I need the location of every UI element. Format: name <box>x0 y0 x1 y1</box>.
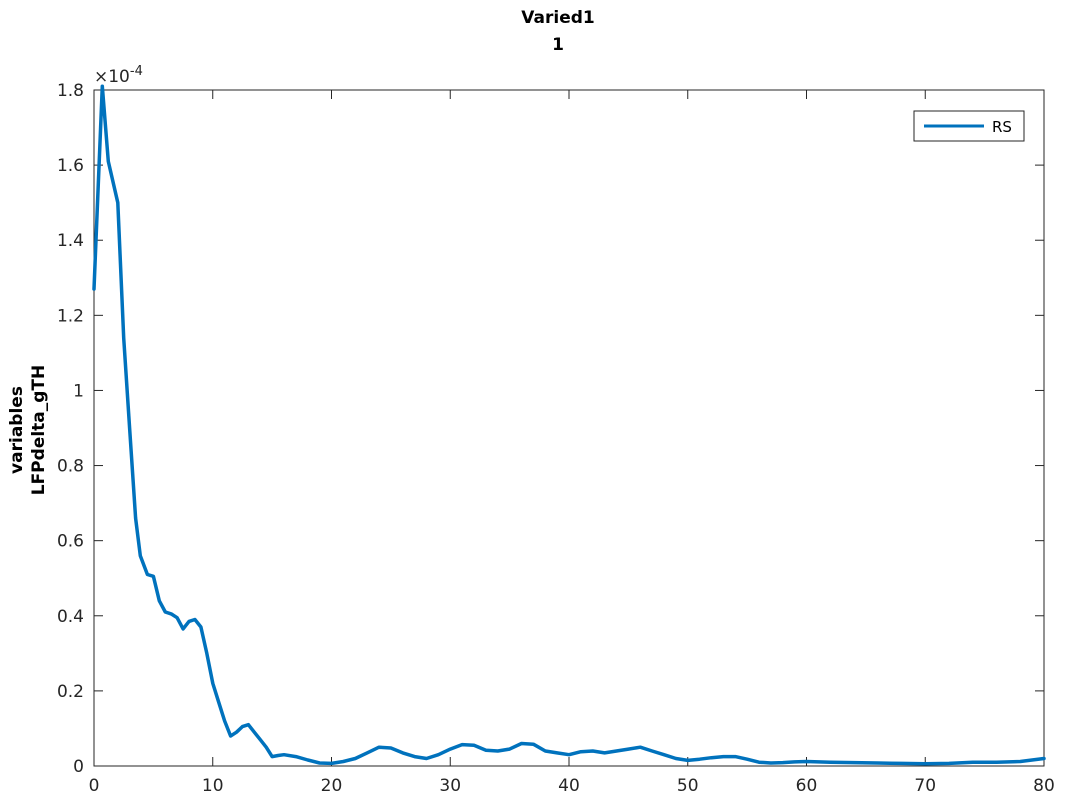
x-tick-label: 0 <box>89 776 100 796</box>
y-tick-label: 1.2 <box>57 306 84 326</box>
y-axis-label-line-2: LFPdelta_gTH <box>29 365 49 496</box>
legend-label-rs: RS <box>992 118 1012 136</box>
series-lines <box>92 84 1046 766</box>
series-line-rs <box>92 84 1046 766</box>
y-tick-label: 0.8 <box>57 457 84 477</box>
y-axis-label-line-1: variables <box>7 386 27 474</box>
x-tick-label: 50 <box>677 776 699 796</box>
y-tick-label: 1.6 <box>57 156 84 176</box>
y-exponent-base: ×10 <box>94 67 130 87</box>
y-tick-label: 1.4 <box>57 231 84 251</box>
y-tick-label: 0.4 <box>57 607 84 627</box>
x-tick-label: 20 <box>321 776 343 796</box>
chart-title-line-2: 1 <box>552 35 564 55</box>
x-axis: 0 10 20 30 40 50 60 70 80 <box>89 90 1055 796</box>
y-exponent-label: ×10-4 <box>94 64 143 87</box>
plot-area-box <box>93 89 1045 767</box>
y-exponent-power: -4 <box>130 64 143 79</box>
chart-title-line-1: Varied1 <box>521 8 594 28</box>
y-tick-label: 0.2 <box>57 682 84 702</box>
y-axis: 0 0.2 0.4 0.6 0.8 1 1.2 1.4 1.6 1.8 <box>57 81 1044 777</box>
legend: RS <box>913 110 1025 142</box>
x-tick-label: 60 <box>796 776 818 796</box>
x-tick-label: 30 <box>439 776 461 796</box>
y-axis-label: variables LFPdelta_gTH <box>7 365 49 496</box>
y-tick-label: 0.6 <box>57 532 84 552</box>
y-tick-label: 1.8 <box>57 81 84 101</box>
y-tick-label: 0 <box>73 757 84 777</box>
x-tick-label: 10 <box>202 776 224 796</box>
y-tick-label: 1 <box>73 381 84 401</box>
x-tick-label: 40 <box>558 776 580 796</box>
x-tick-label: 70 <box>914 776 936 796</box>
x-tick-label: 80 <box>1033 776 1055 796</box>
